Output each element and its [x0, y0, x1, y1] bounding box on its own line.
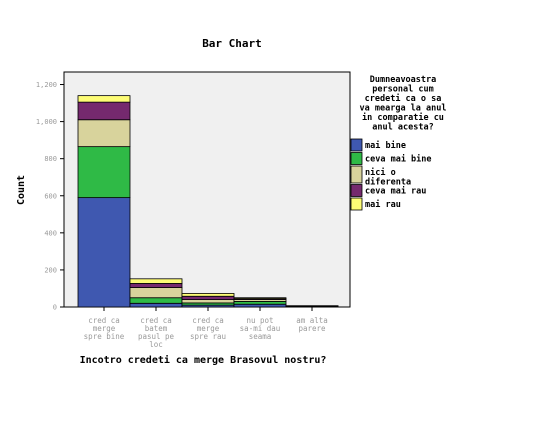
legend-title: in comparatie cu: [362, 112, 444, 123]
y-tick-label: 1,000: [36, 118, 57, 126]
legend-title: anul acesta?: [372, 123, 433, 133]
legend-title: credeti ca o sa: [365, 93, 442, 104]
x-tick-label: spre bine: [84, 332, 125, 341]
legend-label: mai rau: [365, 199, 401, 210]
x-tick-label: cred ca: [192, 316, 224, 325]
x-tick-label: merge: [197, 324, 220, 333]
x-tick-label: cred ca: [88, 316, 120, 325]
x-tick-label: seama: [249, 332, 272, 341]
legend-swatch: [350, 184, 363, 197]
y-tick-label: 400: [44, 229, 57, 237]
legend-swatch: [350, 138, 363, 152]
x-tick-label: loc: [149, 340, 163, 349]
bar-segment: [233, 297, 287, 300]
bar-segment: [77, 119, 131, 148]
legend-swatch: [350, 152, 363, 165]
y-tick-label: 600: [44, 192, 57, 200]
bar-segment: [129, 302, 183, 308]
bar-segment: [77, 95, 131, 103]
bar-segment: [181, 295, 235, 300]
bar-segment: [77, 146, 131, 199]
x-tick-label: spre rau: [190, 332, 226, 341]
x-tick-label: cred ca: [140, 316, 172, 325]
bar-segment: [129, 297, 183, 304]
y-tick-label: 1,200: [36, 81, 57, 89]
x-tick-label: sa-mi dau: [240, 324, 281, 333]
bar-segment: [181, 293, 235, 297]
y-axis-label: Count: [16, 175, 27, 205]
y-tick-label: 800: [44, 155, 57, 163]
bar-segment: [129, 287, 183, 299]
bar-segment: [129, 283, 183, 288]
y-tick-label: 0: [53, 304, 57, 312]
x-tick-label: pasul pe: [138, 332, 175, 341]
y-axis: 0 200 400 600 800 1,000 1,200: [36, 81, 64, 312]
legend-title: personal cum: [372, 85, 433, 95]
bar-segment: [77, 197, 131, 308]
bar-segment: [129, 278, 183, 284]
x-tick-label: nu pot: [246, 316, 273, 325]
legend-label: mai bine: [365, 140, 406, 151]
x-tick-label: batem: [145, 324, 168, 333]
bar-segment: [233, 301, 287, 305]
x-tick-label: merge: [93, 324, 116, 333]
x-axis-label: Incotro credeti ca merge Brasovul nostru…: [80, 354, 327, 366]
legend-label: nici o: [365, 167, 396, 178]
bars: [77, 95, 339, 308]
y-tick-label: 200: [44, 266, 57, 274]
legend-title: Dumneavoastra: [370, 75, 437, 85]
legend-label: ceva mai rau: [365, 186, 426, 197]
bar-segment: [233, 303, 287, 308]
legend-label: ceva mai bine: [365, 154, 432, 165]
chart-title: Bar Chart: [202, 37, 262, 50]
x-tick-label: parere: [298, 324, 326, 333]
bar-segment: [77, 101, 131, 121]
x-tick-label: am alta: [296, 316, 328, 325]
legend-title: va mearga la anul: [360, 104, 447, 114]
legend-swatch: [350, 197, 363, 211]
legend-swatch: [350, 165, 363, 184]
bar-segment: [181, 299, 235, 304]
legend-label: diferenta: [365, 177, 411, 188]
